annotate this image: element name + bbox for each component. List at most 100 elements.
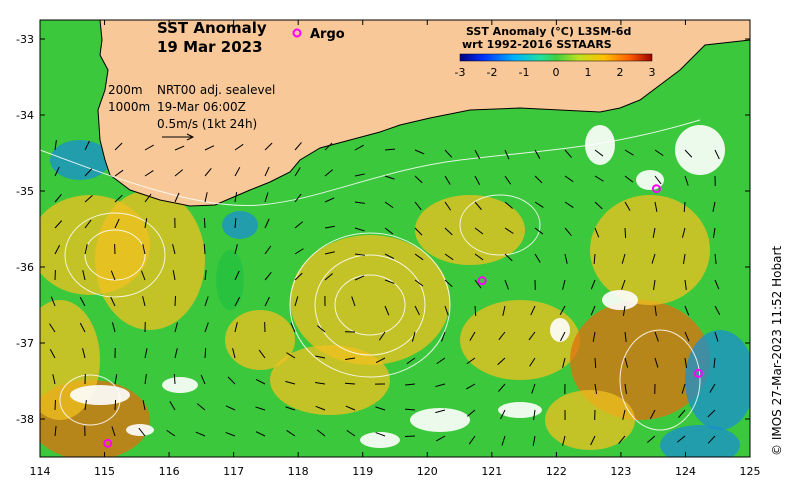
current-arrow [324,142,333,151]
current-arrow [84,168,93,177]
contour-line [40,119,701,207]
current-arrow [406,357,416,365]
current-arrow [621,279,626,290]
current-arrow [384,227,394,235]
current-arrow [234,270,240,281]
current-arrow [653,279,656,290]
current-arrow [375,432,386,437]
current-arrow [411,331,416,342]
current-arrow [624,331,627,342]
current-arrow [684,305,690,316]
current-arrow [529,357,536,367]
colorbar-tick-label: -2 [487,66,498,79]
current-arrow [590,279,596,290]
current-arrow [285,406,296,411]
current-arrow [436,357,446,365]
current-arrow [111,426,116,437]
current-arrow [234,166,241,177]
current-arrow [435,409,446,414]
y-tick-label: -33 [16,33,34,46]
cloud-gap [70,385,130,405]
current-arrow [195,431,206,437]
current-arrow [414,175,423,184]
current-arrow [315,382,326,385]
current-arrow [294,248,304,255]
anomaly-patch [290,235,450,365]
current-arrow [474,253,484,261]
current-arrow [234,192,238,203]
current-arrow [676,435,686,443]
current-arrow [466,409,476,417]
current-arrow [654,305,657,316]
current-arrow [294,167,301,177]
current-arrow [84,400,87,411]
current-arrow [264,245,272,255]
current-arrow [534,175,543,184]
current-arrow [286,352,296,359]
current-arrow [234,322,238,333]
y-tick-label: -38 [16,413,34,426]
current-arrow [474,149,481,160]
current-arrow [684,149,693,158]
current-arrow [264,271,272,281]
current-vectors [49,140,721,446]
current-arrow [534,253,541,263]
current-arrow [144,348,148,359]
current-arrow [384,201,394,209]
current-arrow [414,149,425,155]
argo-float-marker [103,438,113,448]
anomaly-patch [660,425,740,457]
y-tick-label: -37 [16,337,34,350]
argo-float-marker [693,368,703,378]
current-arrow [174,192,180,203]
current-arrow [444,279,453,288]
current-arrow [203,243,206,255]
current-arrow [618,435,626,445]
current-arrow [594,149,604,157]
current-arrow [114,399,117,411]
current-arrow [166,429,176,437]
current-arrow [532,435,536,446]
anomaly-patch [270,345,390,415]
current-arrow [315,355,326,359]
current-arrow [624,175,634,183]
current-arrow [504,227,514,234]
cloud-gap [585,125,615,165]
anomaly-patch [222,211,258,239]
current-arrow [593,253,596,265]
current-arrow [54,194,62,203]
current-arrow [707,435,716,444]
colorbar-tick-label: 0 [553,66,560,79]
current-arrow [345,405,356,411]
y-tick-label: -34 [16,109,34,122]
current-arrow [504,149,510,160]
x-tick-label: 125 [740,465,761,478]
current-arrow [560,331,566,342]
current-arrow [590,305,596,316]
current-arrow [54,426,57,437]
current-arrow [444,149,453,158]
cloud-gaps [70,125,725,448]
x-tick-label: 121 [481,465,502,478]
current-arrow [264,142,273,151]
cloud-gap [675,125,725,175]
current-arrow [204,347,207,359]
current-arrow [469,331,476,341]
current-arrow [559,305,566,315]
current-arrow [594,201,603,210]
y-tick-label: -35 [16,185,34,198]
depth-1000-label: 1000m [108,100,150,114]
current-arrow [84,140,90,151]
current-arrow [204,145,215,151]
current-arrow [225,405,236,411]
current-arrow [564,253,568,264]
current-arrow [444,253,454,261]
contour-line [59,374,121,426]
cloud-gap [498,402,542,418]
current-arrow [474,175,481,186]
current-arrow [622,409,626,420]
current-arrow [316,325,326,333]
current-arrow [204,270,207,281]
warm-anomaly-patches [40,140,750,457]
current-arrow [592,331,596,342]
